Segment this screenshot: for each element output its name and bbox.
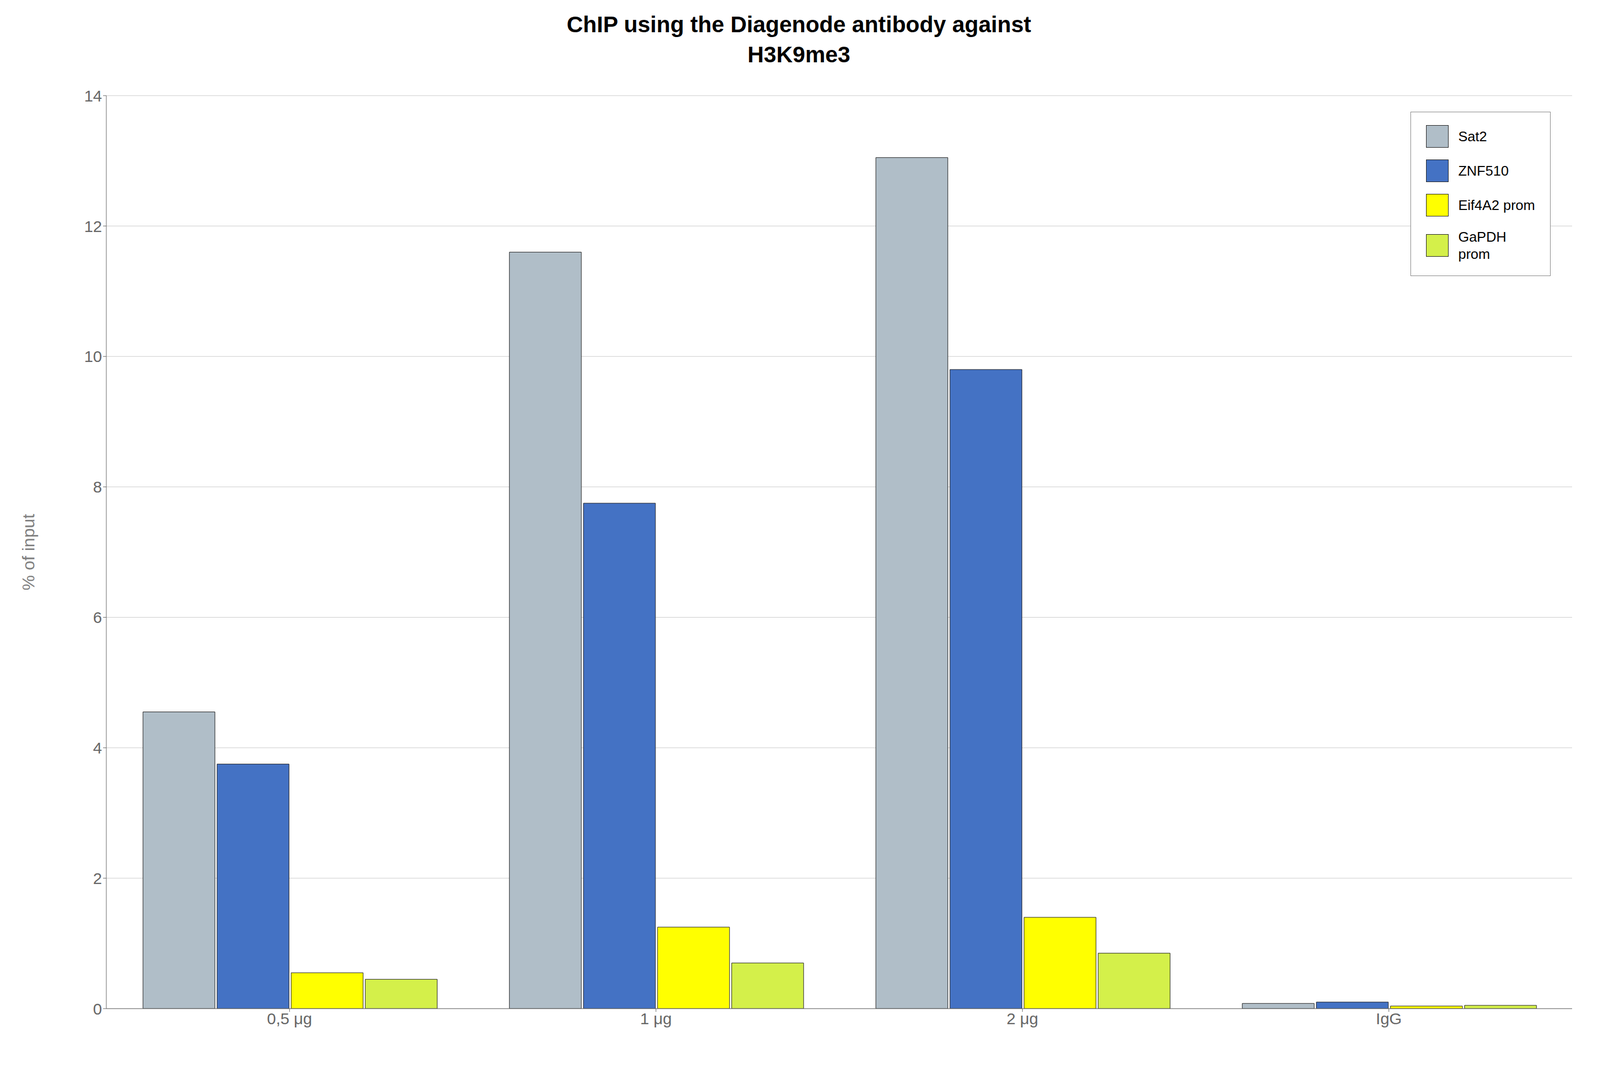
svg-text:12: 12: [84, 217, 103, 236]
svg-text:2: 2: [92, 869, 103, 887]
html-text:ChIP using the Diagenode antib: ChIP using the Diagenode antibody agains…: [566, 11, 1032, 68]
svg-text:6: 6: [92, 608, 103, 627]
svg-text:14: 14: [84, 86, 103, 105]
svg-text:10: 10: [84, 347, 103, 366]
svg-text:% of input: % of input: [18, 513, 39, 591]
svg-text:0,5 μg: 0,5 μg: [266, 1009, 312, 1028]
svg-text:4: 4: [92, 738, 103, 757]
html-text:Eif4A2 prom: Eif4A2 prom: [1458, 197, 1536, 214]
html-text:ZNF510: ZNF510: [1458, 162, 1509, 179]
svg-text:2 μg: 2 μg: [1006, 1009, 1039, 1028]
html-text:GaPDH prom: GaPDH prom: [1458, 228, 1507, 263]
svg-text:IgG: IgG: [1376, 1009, 1402, 1028]
html-text:Sat2: Sat2: [1458, 128, 1487, 145]
svg-text:8: 8: [92, 477, 103, 496]
svg-text:0: 0: [92, 999, 103, 1018]
svg-text:1 μg: 1 μg: [640, 1009, 672, 1028]
